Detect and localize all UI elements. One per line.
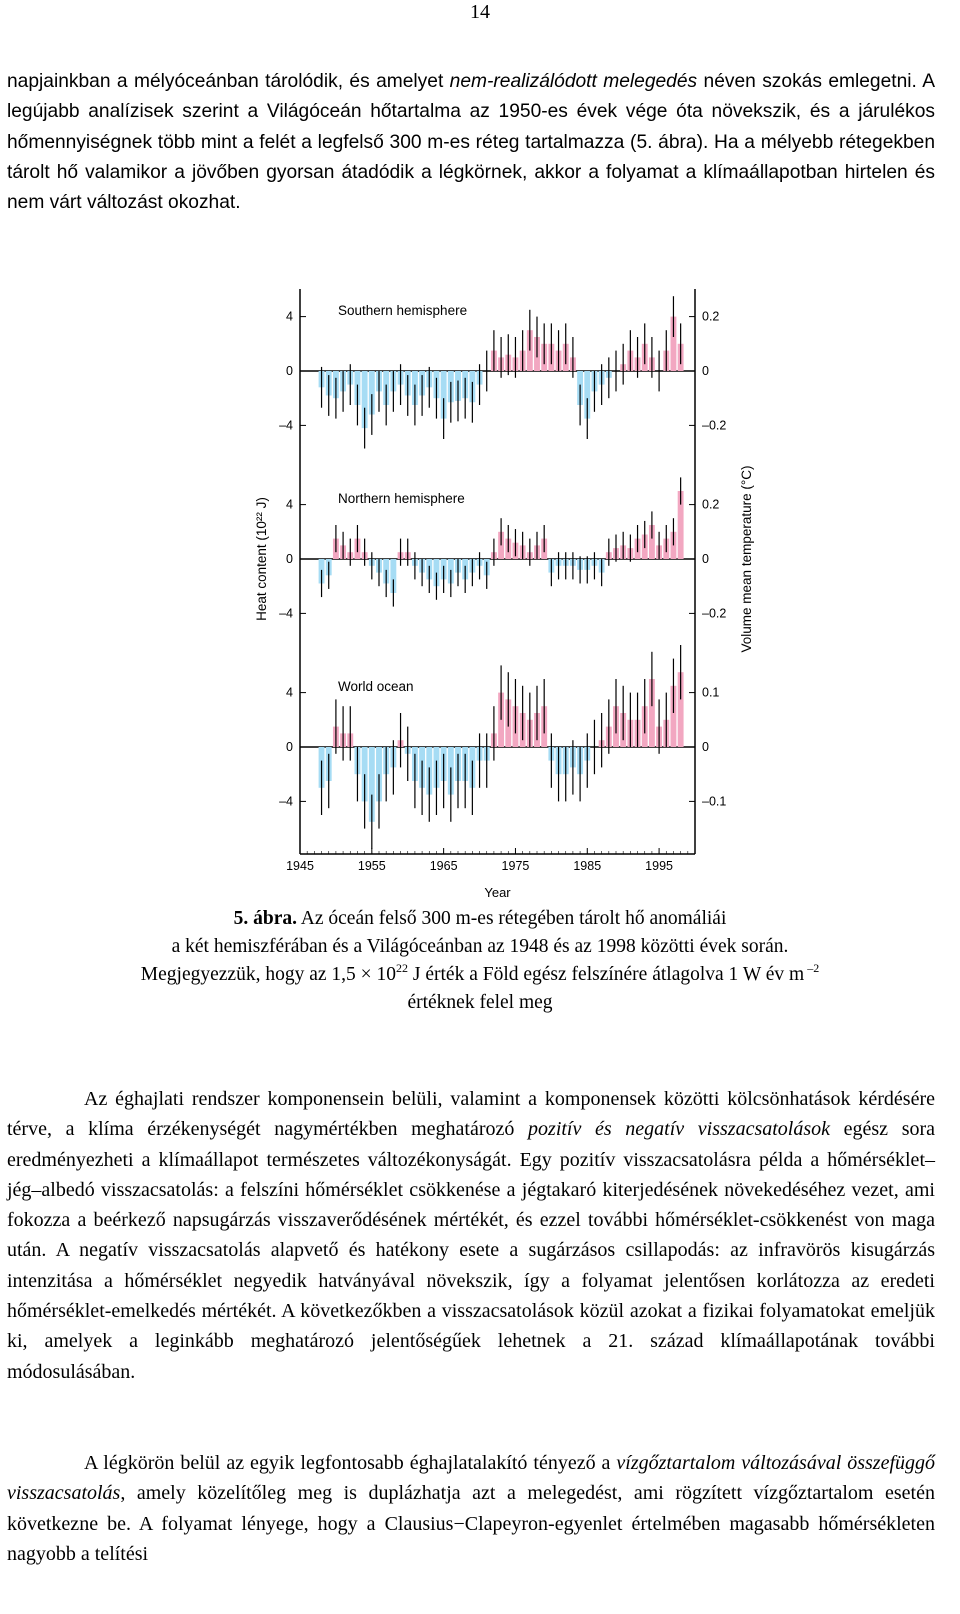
x-tick-label-1975: 1975 [502,859,530,873]
southern-hemisphere-bar-1955 [368,371,375,415]
world-ocean-bar-1998 [677,672,684,747]
world-ocean-left-tick-label: –4 [279,794,293,808]
world-ocean-bar-1994 [648,679,655,747]
intro-italic: nem-realizálódott melegedés [449,71,698,92]
northern-hemisphere-bar-1998 [677,491,684,559]
intro-paragraph: napjainkban a mélyóceánban tárolódik, és… [7,67,935,218]
world-ocean-title: World ocean [338,679,414,694]
caption-exponent-1: 22 [396,961,409,975]
caption-text-1: Az óceán felső 300 m-es rétegében tárolt… [296,908,727,929]
x-tick-label-1945: 1945 [286,859,314,873]
southern-hemisphere-bar-1954 [361,371,368,429]
northern-hemisphere-right-tick-label: 0.2 [702,498,719,512]
caption-line-1: 5. ábra. Az óceán felső 300 m-es rétegéb… [20,905,940,933]
x-tick-label-1985: 1985 [573,859,601,873]
northern-hemisphere-bar-1994 [648,525,655,559]
southern-hemisphere-title: Southern hemisphere [338,303,467,318]
southern-hemisphere-left-tick-label: –4 [279,418,293,432]
p2-italic: pozitív és negatív visszacsatolások [528,1118,831,1141]
world-ocean-right-tick-label: 0 [702,740,709,754]
left-axis-label: Heat content (10²² J) [254,497,269,621]
southern-hemisphere-right-tick-label: 0 [702,364,709,378]
northern-hemisphere-right-tick-label: 0 [702,552,709,566]
southern-hemisphere-bar-1977 [526,330,533,371]
northern-hemisphere-left-tick-label: 0 [286,552,293,566]
southern-hemisphere-left-tick-label: 0 [286,364,293,378]
p3-italic: vízgőztartalom változásával összefüggő v… [7,1452,936,1505]
northern-hemisphere-bar-1973 [498,531,505,559]
northern-hemisphere-left-tick-label: 4 [286,498,293,512]
p2-text-1: Az éghajlati rendszer komponensein belül… [7,1088,935,1141]
world-ocean-right-tick-label: –0.1 [702,794,726,808]
x-tick-label-1995: 1995 [645,859,673,873]
northern-hemisphere-right-tick-label: –0.2 [702,606,726,620]
caption-label: 5. ábra. [233,908,297,929]
caption-line-3: Megjegyezzük, hogy az 1,5 × 1022 J érték… [20,961,940,989]
caption-exponent-2: –2 [804,961,820,975]
x-tick-label-1955: 1955 [358,859,386,873]
x-tick-label-1965: 1965 [430,859,458,873]
caption-text-3a: Megjegyezzük, hogy az 1,5 × 10 [140,964,397,985]
southern-hemisphere-right-tick-label: 0.2 [702,310,719,324]
northern-hemisphere-bar-1958 [390,559,397,593]
paragraph-2: Az éghajlati rendszer komponensein belül… [7,1084,935,1387]
southern-hemisphere-left-tick-label: 4 [286,310,293,324]
world-ocean-right-tick-label: 0.1 [702,686,719,700]
caption-text-3b: J érték a Föld egész felszínére átlagolv… [408,964,805,985]
world-ocean-left-tick-label: 0 [286,740,293,754]
caption-line-4: értéknek felel meg [407,992,553,1013]
p3-text-1: A légkörön belül az egyik legfontosabb é… [84,1452,617,1474]
southern-hemisphere-bar-1985 [584,371,591,419]
p2-text-2: egész sora eredményezheti a klímaállapot… [7,1118,936,1383]
intro-text-2: néven szokás emlegetni. A legújabb analí… [7,71,935,214]
ocean-heat-figure: 1945 1955 1965 1975 1985 1995 Year Heat content… [254,289,754,900]
southern-hemisphere-bar-1965 [440,371,447,419]
caption-line-2: a két hemiszférában és a Világóceánban a… [171,936,789,957]
southern-hemisphere-right-tick-label: –0.2 [702,418,726,432]
figure-caption: 5. ábra. Az óceán felső 300 m-es rétegéb… [20,905,940,1017]
intro-text-1: napjainkban a mélyóceánban tárolódik, és… [7,71,450,92]
paragraph-3: A légkörön belül az egyik legfontosabb é… [7,1448,935,1569]
northern-hemisphere-title: Northern hemisphere [338,491,465,506]
p3-text-2: , amely közelítőleg meg is duplázhatja a… [7,1482,935,1565]
northern-hemisphere-left-tick-label: –4 [279,606,293,620]
page-number: 14 [470,1,490,23]
world-ocean-left-tick-label: 4 [286,686,293,700]
northern-hemisphere-bar-1997 [670,531,677,559]
world-ocean-bar-1955 [368,747,375,822]
northern-hemisphere-bar-1964 [433,559,440,587]
right-axis-label: Volume mean temperature (°C) [739,466,754,653]
southern-hemisphere-bar-1997 [670,316,677,371]
x-axis-label: Year [484,885,511,900]
world-ocean-bar-1997 [670,685,677,747]
